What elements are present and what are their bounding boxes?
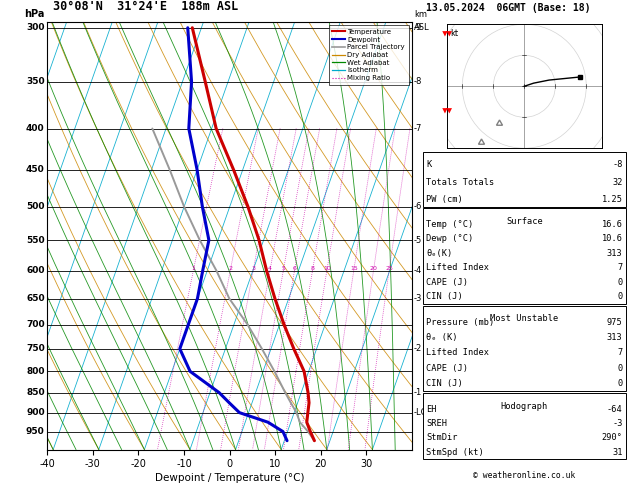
Text: 350: 350 [26, 77, 45, 86]
Text: 400: 400 [26, 124, 45, 133]
Text: 950: 950 [26, 427, 45, 436]
Text: 16.6: 16.6 [602, 220, 623, 229]
Text: 25: 25 [385, 265, 393, 271]
Text: ▲▲: ▲▲ [441, 106, 452, 112]
Text: -8: -8 [612, 160, 623, 169]
Text: -2: -2 [414, 344, 422, 353]
Text: Mixing Ratio (g/kg): Mixing Ratio (g/kg) [425, 199, 434, 272]
Text: -5: -5 [414, 236, 422, 244]
Text: ▲▲: ▲▲ [441, 335, 452, 341]
Text: -3: -3 [414, 294, 422, 303]
Text: ASL: ASL [414, 22, 430, 32]
Text: 6: 6 [292, 265, 296, 271]
Text: 290°: 290° [602, 433, 623, 442]
Text: Temp (°C): Temp (°C) [426, 220, 474, 229]
Text: 4: 4 [268, 265, 272, 271]
Text: 313: 313 [607, 249, 623, 258]
Text: StmSpd (kt): StmSpd (kt) [426, 448, 484, 457]
Text: Hodograph: Hodograph [501, 402, 548, 411]
Text: © weatheronline.co.uk: © weatheronline.co.uk [473, 471, 576, 480]
Text: 0: 0 [618, 278, 623, 287]
Text: kt: kt [450, 29, 458, 38]
Text: 15: 15 [350, 265, 358, 271]
Text: K: K [426, 160, 431, 169]
Text: -6: -6 [414, 202, 422, 211]
Text: 0: 0 [618, 364, 623, 373]
Text: 450: 450 [26, 165, 45, 174]
Text: km: km [414, 10, 427, 19]
Text: 975: 975 [607, 318, 623, 327]
Text: -4: -4 [414, 266, 422, 275]
Text: Most Unstable: Most Unstable [490, 314, 559, 324]
Text: 3: 3 [251, 265, 255, 271]
Text: ▲▲: ▲▲ [441, 243, 452, 248]
Text: 20: 20 [370, 265, 377, 271]
Text: -7: -7 [414, 124, 422, 133]
Text: 10: 10 [323, 265, 331, 271]
Text: CAPE (J): CAPE (J) [426, 364, 469, 373]
Text: hPa: hPa [24, 9, 44, 19]
Text: 313: 313 [607, 333, 623, 342]
Text: -3: -3 [612, 419, 623, 428]
Text: ▲: ▲ [444, 403, 449, 409]
Text: Totals Totals: Totals Totals [426, 177, 495, 187]
Text: 750: 750 [26, 344, 45, 353]
Text: StmDir: StmDir [426, 433, 458, 442]
Text: Lifted Index: Lifted Index [426, 348, 489, 357]
Text: θₑ (K): θₑ (K) [426, 333, 458, 342]
Text: -9: -9 [414, 23, 422, 32]
Text: CAPE (J): CAPE (J) [426, 278, 469, 287]
Text: Dewp (°C): Dewp (°C) [426, 234, 474, 243]
Text: 300: 300 [26, 23, 45, 32]
Text: ▲: ▲ [444, 184, 449, 190]
Text: Lifted Index: Lifted Index [426, 263, 489, 272]
Text: θₑ(K): θₑ(K) [426, 249, 453, 258]
Text: 550: 550 [26, 236, 45, 244]
Text: 10.6: 10.6 [602, 234, 623, 243]
Legend: Temperature, Dewpoint, Parcel Trajectory, Dry Adiabat, Wet Adiabat, Isotherm, Mi: Temperature, Dewpoint, Parcel Trajectory… [329, 25, 408, 85]
Text: 13.05.2024  06GMT (Base: 18): 13.05.2024 06GMT (Base: 18) [426, 3, 591, 13]
Text: Pressure (mb): Pressure (mb) [426, 318, 495, 327]
Text: 800: 800 [26, 367, 45, 376]
Text: 650: 650 [26, 294, 45, 303]
Text: 7: 7 [618, 263, 623, 272]
Text: 0: 0 [618, 292, 623, 301]
Text: 2: 2 [228, 265, 232, 271]
Text: 700: 700 [26, 320, 45, 329]
Text: 900: 900 [26, 408, 45, 417]
Text: 600: 600 [26, 266, 45, 275]
Text: CIN (J): CIN (J) [426, 292, 463, 301]
Text: 7: 7 [618, 348, 623, 357]
Text: ▲▲: ▲▲ [441, 29, 452, 35]
Text: EH: EH [426, 404, 437, 414]
Text: 1.25: 1.25 [602, 195, 623, 204]
Text: -1: -1 [414, 388, 422, 397]
Text: 1: 1 [191, 265, 195, 271]
Text: 31: 31 [612, 448, 623, 457]
Text: 30°08'N  31°24'E  188m ASL: 30°08'N 31°24'E 188m ASL [53, 0, 239, 13]
Text: 32: 32 [612, 177, 623, 187]
Text: Surface: Surface [506, 217, 543, 226]
Text: SREH: SREH [426, 419, 447, 428]
Text: -8: -8 [414, 77, 422, 86]
Text: CIN (J): CIN (J) [426, 379, 463, 388]
X-axis label: Dewpoint / Temperature (°C): Dewpoint / Temperature (°C) [155, 473, 304, 484]
Text: 5: 5 [281, 265, 285, 271]
Text: 500: 500 [26, 202, 45, 211]
Text: -64: -64 [607, 404, 623, 414]
Text: 0: 0 [618, 379, 623, 388]
Text: 850: 850 [26, 388, 45, 397]
Text: -LCL: -LCL [414, 408, 432, 417]
Text: PW (cm): PW (cm) [426, 195, 463, 204]
Text: 8: 8 [311, 265, 314, 271]
